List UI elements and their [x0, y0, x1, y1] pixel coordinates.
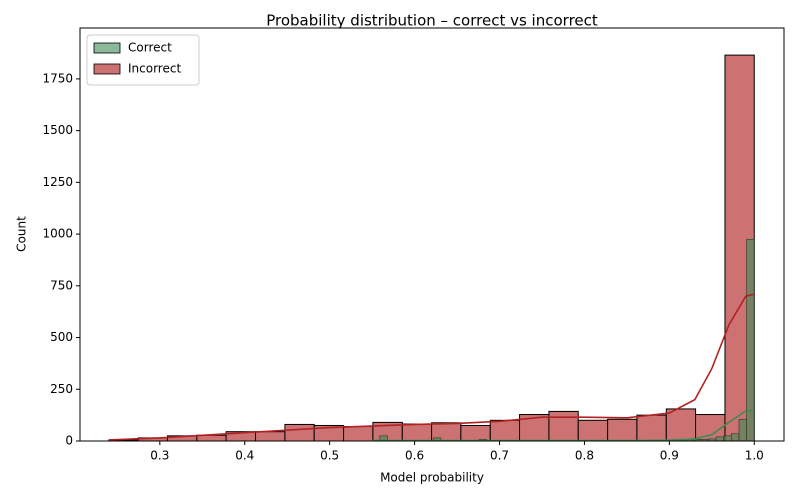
- x-tick-label: 0.9: [660, 449, 679, 463]
- bar: [489, 419, 521, 442]
- x-tick-label: 0.3: [150, 449, 169, 463]
- y-tick-label: 1750: [42, 71, 73, 85]
- bar: [577, 419, 609, 442]
- legend-label: Incorrect: [128, 62, 181, 76]
- y-tick-label: 1250: [42, 175, 73, 189]
- x-tick-label: 0.7: [490, 449, 509, 463]
- bar: [665, 408, 697, 442]
- bar: [715, 436, 725, 442]
- x-axis-label: Model probability: [380, 471, 484, 485]
- x-tick-label: 0.6: [405, 449, 424, 463]
- y-tick-label: 750: [50, 278, 73, 292]
- bar: [723, 435, 732, 442]
- bar: [460, 424, 491, 442]
- kde-line: [108, 293, 755, 441]
- y-tick-label: 250: [50, 382, 73, 396]
- series-bars: [371, 238, 755, 442]
- bar: [607, 418, 638, 442]
- bar: [255, 431, 286, 442]
- bar: [401, 423, 433, 442]
- legend-label: Correct: [128, 41, 172, 55]
- bar: [284, 423, 315, 442]
- legend-swatch: [93, 63, 121, 75]
- bar: [548, 410, 579, 442]
- plot-frame: [79, 27, 785, 442]
- y-tick-label: 1500: [42, 123, 73, 137]
- y-tick-label: 500: [50, 330, 73, 344]
- y-tick-label: 0: [65, 434, 73, 448]
- bar: [343, 426, 374, 442]
- legend-swatch: [93, 42, 121, 54]
- chart-title: Probability distribution – correct vs in…: [266, 12, 598, 30]
- bar: [731, 433, 740, 442]
- x-tick-label: 1.0: [745, 449, 764, 463]
- x-tick-label: 0.8: [575, 449, 594, 463]
- y-tick-label: 1000: [42, 227, 73, 241]
- y-axis-label: Count: [15, 216, 29, 252]
- bar: [636, 414, 667, 442]
- x-tick-label: 0.4: [235, 449, 254, 463]
- bar: [738, 418, 747, 442]
- series-bars: [108, 54, 755, 442]
- x-tick-label: 0.5: [320, 449, 339, 463]
